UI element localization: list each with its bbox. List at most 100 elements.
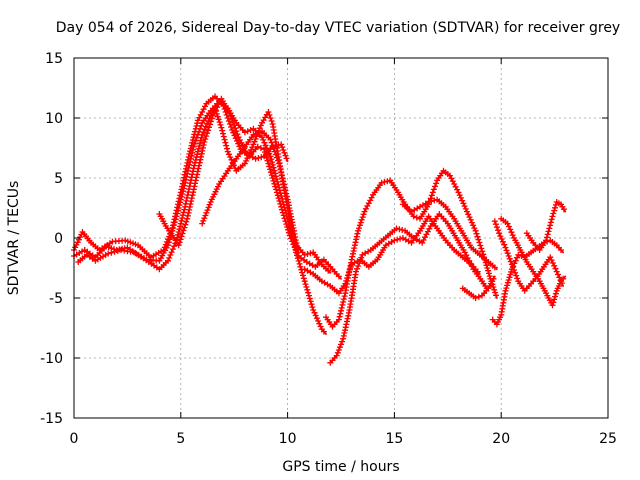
- data-point-marker: [228, 156, 235, 163]
- data-point-marker: [105, 250, 112, 257]
- data-point-marker: [189, 137, 196, 143]
- data-point-marker: [269, 159, 276, 166]
- data-point-marker: [429, 189, 436, 196]
- data-point-marker: [196, 128, 202, 135]
- data-point-marker: [499, 238, 506, 245]
- data-point-marker: [300, 272, 306, 279]
- data-point-marker: [282, 187, 289, 194]
- data-point-marker: [108, 249, 115, 256]
- data-point-marker: [491, 286, 498, 293]
- data-point-marker: [267, 136, 274, 143]
- data-point-marker: [512, 257, 519, 264]
- data-point-marker: [338, 307, 344, 314]
- data-point-marker: [208, 115, 215, 122]
- data-point-marker: [340, 335, 347, 342]
- data-point-marker: [277, 166, 284, 173]
- data-point-marker: [229, 127, 236, 133]
- data-point-marker: [506, 274, 513, 281]
- data-point-marker: [257, 122, 264, 129]
- data-point-marker: [202, 212, 209, 219]
- data-point-marker: [312, 312, 319, 319]
- data-point-marker: [316, 320, 323, 327]
- data-point-marker: [433, 180, 440, 187]
- data-point-marker: [270, 177, 277, 184]
- data-point-marker: [353, 268, 359, 275]
- data-point-marker: [221, 136, 228, 143]
- data-point-marker: [354, 265, 360, 272]
- data-point-marker: [455, 189, 462, 196]
- data-point-marker: [549, 213, 556, 220]
- data-point-marker: [262, 142, 269, 149]
- data-point-marker: [176, 239, 183, 246]
- data-point-marker: [478, 245, 485, 252]
- data-point-marker: [217, 121, 224, 128]
- data-point-marker: [504, 250, 511, 257]
- data-point-marker: [354, 230, 361, 237]
- data-point-marker: [166, 254, 173, 261]
- data-point-marker: [309, 304, 316, 311]
- data-point-marker: [307, 298, 314, 305]
- data-point-marker: [273, 154, 280, 161]
- data-point-marker: [175, 205, 182, 211]
- data-point-marker: [335, 316, 342, 323]
- data-point-marker: [495, 227, 501, 234]
- series-arc-i: [399, 196, 498, 271]
- data-point-marker: [226, 121, 233, 127]
- data-point-marker: [315, 318, 322, 324]
- data-point-marker: [261, 146, 268, 153]
- data-point-marker: [179, 215, 186, 221]
- data-point-marker: [556, 274, 563, 281]
- data-point-marker: [307, 250, 314, 257]
- data-point-marker: [486, 273, 493, 280]
- data-point-marker: [168, 249, 175, 256]
- data-point-marker: [230, 119, 237, 126]
- data-point-marker: [320, 328, 327, 335]
- data-point-marker: [243, 157, 250, 164]
- data-point-marker: [233, 138, 240, 144]
- data-point-marker: [504, 282, 511, 289]
- data-point-marker: [283, 155, 290, 162]
- data-point-marker: [189, 149, 196, 156]
- data-point-marker: [283, 193, 290, 200]
- data-point-marker: [177, 196, 184, 203]
- data-point-marker: [198, 122, 205, 129]
- data-point-marker: [226, 151, 232, 158]
- data-point-marker: [345, 272, 351, 279]
- data-point-marker: [428, 192, 435, 199]
- data-point-marker: [432, 183, 438, 190]
- data-point-marker: [186, 161, 193, 168]
- data-point-marker: [218, 124, 225, 131]
- data-point-marker: [347, 264, 354, 271]
- x-tick-label: 20: [492, 431, 510, 447]
- data-point-marker: [176, 226, 183, 233]
- data-point-marker: [198, 153, 204, 160]
- data-point-marker: [497, 233, 504, 240]
- data-point-marker: [272, 173, 279, 180]
- data-point-marker: [265, 109, 272, 115]
- data-point-marker: [186, 204, 193, 210]
- data-point-marker: [273, 176, 280, 183]
- data-point-marker: [261, 139, 268, 146]
- data-point-marker: [325, 267, 332, 274]
- data-point-marker: [180, 227, 187, 234]
- series-arc-j: [459, 275, 497, 301]
- data-point-marker: [175, 231, 181, 238]
- data-point-marker: [179, 188, 186, 195]
- x-tick-label: 10: [279, 431, 297, 447]
- data-point-marker: [356, 225, 362, 232]
- data-point-marker: [338, 304, 345, 311]
- data-point-marker: [190, 143, 197, 150]
- data-point-marker: [413, 214, 420, 221]
- data-point-marker: [543, 234, 550, 241]
- data-point-marker: [257, 145, 264, 151]
- data-point-marker: [339, 301, 346, 308]
- data-point-marker: [281, 181, 287, 188]
- data-point-marker: [255, 155, 262, 161]
- data-point-marker: [267, 169, 274, 176]
- y-tick-label: 10: [45, 111, 63, 127]
- data-point-marker: [466, 214, 473, 221]
- data-point-marker: [231, 122, 238, 129]
- data-point-marker: [471, 225, 478, 232]
- data-point-marker: [270, 164, 277, 171]
- data-point-marker: [172, 216, 179, 223]
